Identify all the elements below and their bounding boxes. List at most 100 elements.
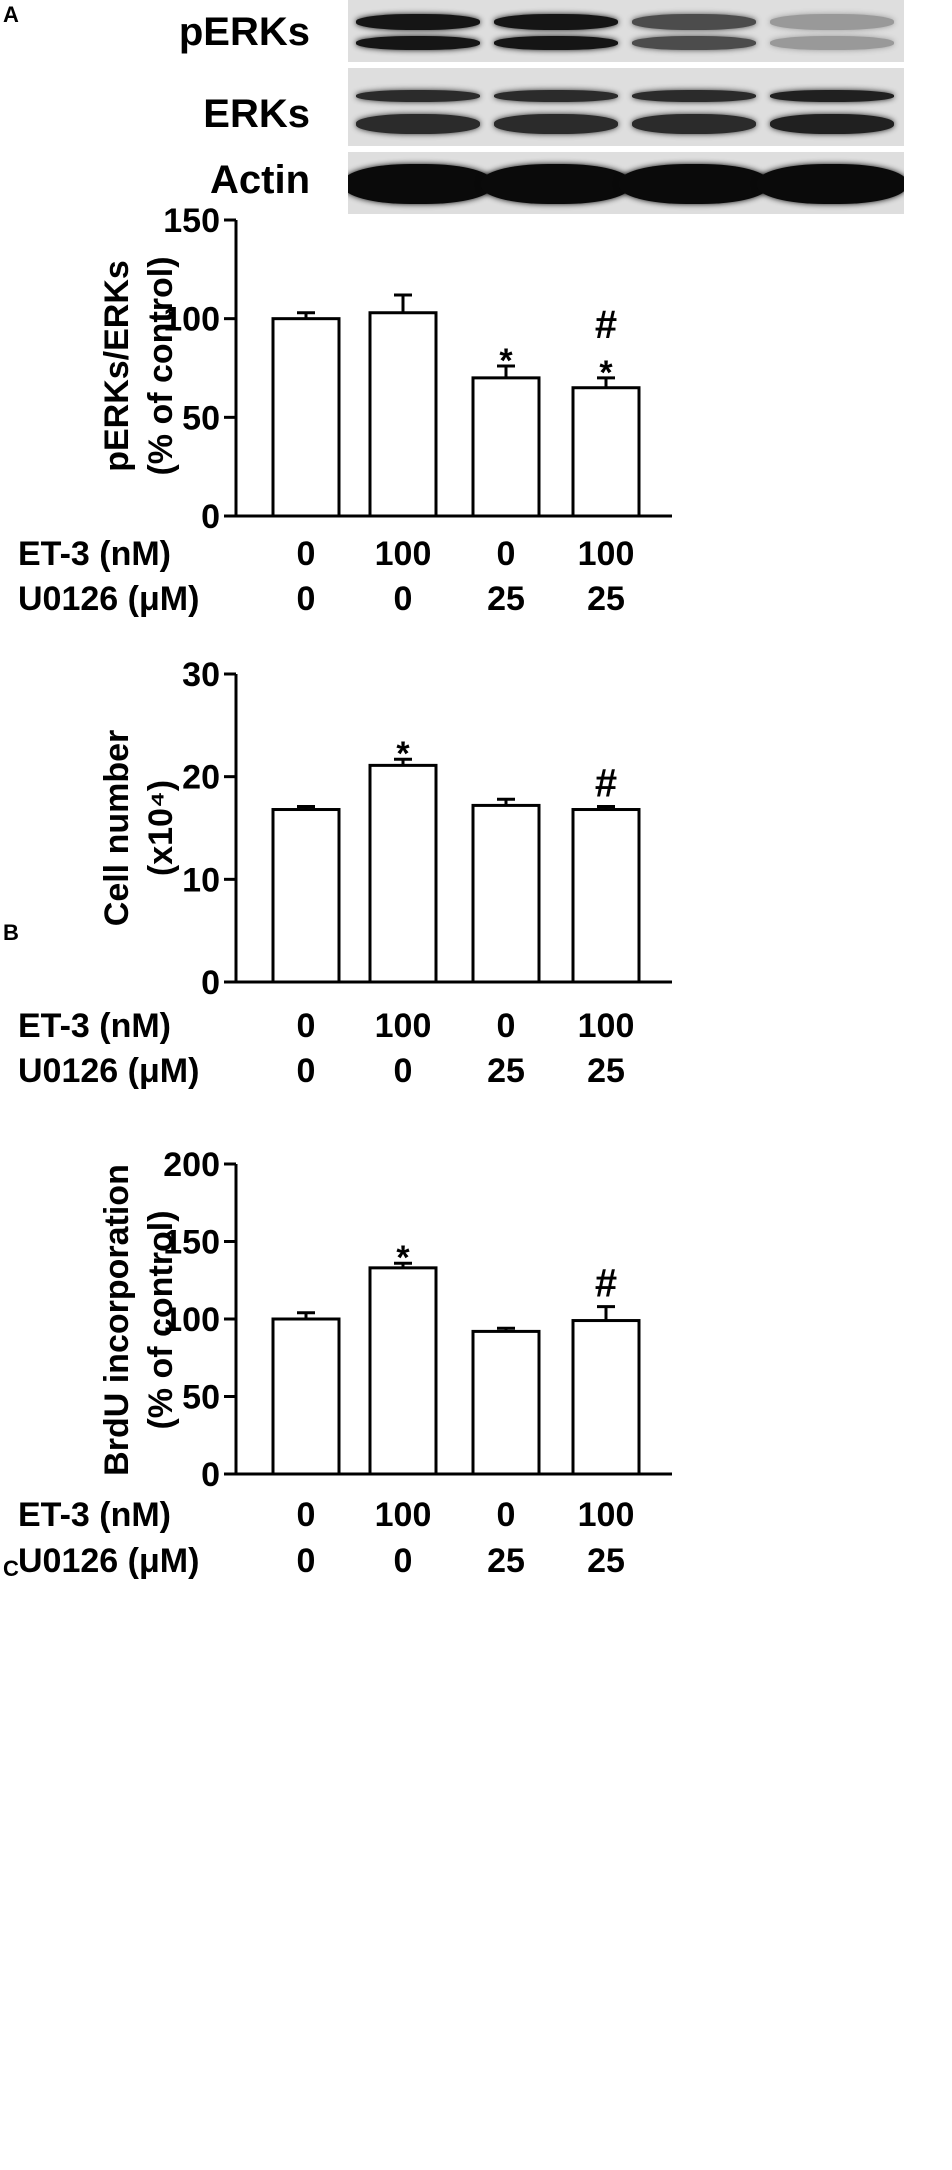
y-axis-label: (x10⁴) xyxy=(142,780,180,876)
bar xyxy=(571,808,641,984)
panel-c: C 0 50 100 150 200 BrdU incorporation (% of co… xyxy=(0,1146,952,2170)
panel-a: A pERKs ERKs Actin 0 50 100 150 pERKs/ERKs (%… xyxy=(0,0,952,860)
significance-hash: # xyxy=(595,1262,617,1306)
u0126-value: 25 xyxy=(487,1052,525,1090)
y-tick-label: 150 xyxy=(163,1224,220,1262)
et3-value: 100 xyxy=(578,1007,635,1045)
bar-chart-brdu-incorporation: 0 50 100 150 200 BrdU incorporation (% of cont… xyxy=(18,1146,672,1580)
blot-band xyxy=(494,90,618,102)
u0126-value: 0 xyxy=(394,1052,413,1090)
y-tick-label: 0 xyxy=(201,498,220,536)
et3-value: 0 xyxy=(497,1496,516,1534)
blot-band xyxy=(632,90,756,102)
significance-asterisk: * xyxy=(499,342,513,380)
blot-band xyxy=(356,90,480,102)
significance-asterisk: * xyxy=(396,735,410,773)
chart-group: 0 50 100 150 pERKs/ERKs (% of control) * * # ET-3… xyxy=(18,202,672,618)
bar xyxy=(271,317,341,518)
u0126-row-label: U0126 (μM) xyxy=(18,1542,199,1580)
bar xyxy=(471,376,541,518)
bar xyxy=(271,808,341,984)
significance-asterisk: * xyxy=(396,1239,410,1277)
y-axis-label: Cell number xyxy=(98,730,136,926)
significance-hash: # xyxy=(595,303,617,347)
et3-value: 100 xyxy=(578,1496,635,1534)
blot-band xyxy=(770,14,894,30)
y-tick-label: 0 xyxy=(201,964,220,1002)
y-axis-label: (% of control) xyxy=(142,1210,180,1429)
y-tick-label: 50 xyxy=(182,399,220,437)
et3-value: 0 xyxy=(297,1496,316,1534)
panel-letter-b: B xyxy=(3,920,19,945)
et3-row-label: ET-3 (nM) xyxy=(18,1007,171,1045)
et3-value: 0 xyxy=(497,1007,516,1045)
bar xyxy=(368,763,438,984)
u0126-row-label: U0126 (μM) xyxy=(18,580,199,618)
bar xyxy=(471,1329,541,1476)
et3-value: 100 xyxy=(578,535,635,573)
blot-band xyxy=(770,114,894,134)
y-tick-label: 100 xyxy=(163,1301,220,1339)
blot-band xyxy=(770,36,894,50)
u0126-value: 25 xyxy=(487,580,525,618)
blot-label-erks: ERKs xyxy=(203,92,310,136)
bar xyxy=(368,311,438,518)
y-tick-label: 10 xyxy=(182,861,220,899)
blot-band xyxy=(494,36,618,50)
et3-value: 0 xyxy=(297,535,316,573)
blot-band xyxy=(481,164,631,204)
et3-value: 100 xyxy=(375,1007,432,1045)
u0126-value: 0 xyxy=(297,580,316,618)
blot-label-perks: pERKs xyxy=(178,10,310,54)
y-tick-label: 30 xyxy=(182,656,220,694)
u0126-value: 25 xyxy=(487,1542,525,1580)
y-tick-label: 100 xyxy=(163,301,220,339)
bar xyxy=(571,386,641,518)
u0126-value: 25 xyxy=(587,1542,625,1580)
u0126-value: 25 xyxy=(587,580,625,618)
chart-group: 0 10 20 30 Cell number (x10⁴) * # ET-3 (nM) U0126… xyxy=(18,656,672,1090)
panel-letter-a: A xyxy=(3,2,19,27)
u0126-value: 0 xyxy=(297,1052,316,1090)
et3-value: 0 xyxy=(497,535,516,573)
u0126-value: 0 xyxy=(394,1542,413,1580)
blot-band xyxy=(632,14,756,30)
blot-band xyxy=(757,164,904,204)
y-tick-label: 150 xyxy=(163,202,220,240)
u0126-value: 0 xyxy=(297,1542,316,1580)
western-blot-perks xyxy=(348,0,904,62)
blot-band xyxy=(632,36,756,50)
et3-row-label: ET-3 (nM) xyxy=(18,1496,171,1534)
y-tick-label: 50 xyxy=(182,1379,220,1417)
blot-band xyxy=(494,14,618,30)
u0126-value: 0 xyxy=(394,580,413,618)
blot-band xyxy=(632,114,756,134)
y-axis-label: BrdU incorporation xyxy=(98,1164,136,1476)
bar xyxy=(271,1317,341,1476)
western-blot-erks xyxy=(348,68,904,146)
panel-b: B 0 10 20 30 Cell number (x10⁴) * # ET-3 (nM) U01… xyxy=(0,656,952,1530)
y-axis-label: pERKs/ERKs xyxy=(98,260,136,472)
et3-value: 0 xyxy=(297,1007,316,1045)
bar-chart-cell-number: 0 10 20 30 Cell number (x10⁴) * # ET-3 (nM) U0126… xyxy=(18,656,672,1090)
bar-chart-perks-erks: 0 50 100 150 pERKs/ERKs (% of control) * * # ET-3… xyxy=(18,202,672,618)
blot-band xyxy=(348,164,493,204)
blot-band xyxy=(619,164,769,204)
blot-band xyxy=(494,114,618,134)
y-axis-label: (% of control) xyxy=(142,256,180,475)
bar xyxy=(368,1266,438,1476)
significance-hash: # xyxy=(595,761,617,805)
significance-asterisk: * xyxy=(599,354,613,392)
u0126-row-label: U0126 (μM) xyxy=(18,1052,199,1090)
y-tick-label: 0 xyxy=(201,1456,220,1494)
bar xyxy=(571,1319,641,1476)
y-tick-label: 20 xyxy=(182,759,220,797)
panel-letter-c: C xyxy=(3,1556,19,1581)
chart-group: 0 50 100 150 200 BrdU incorporation (% of cont… xyxy=(18,1146,672,1580)
et3-value: 100 xyxy=(375,1496,432,1534)
et3-row-label: ET-3 (nM) xyxy=(18,535,171,573)
blot-band xyxy=(356,114,480,134)
bar xyxy=(471,803,541,984)
u0126-value: 25 xyxy=(587,1052,625,1090)
et3-value: 100 xyxy=(375,535,432,573)
